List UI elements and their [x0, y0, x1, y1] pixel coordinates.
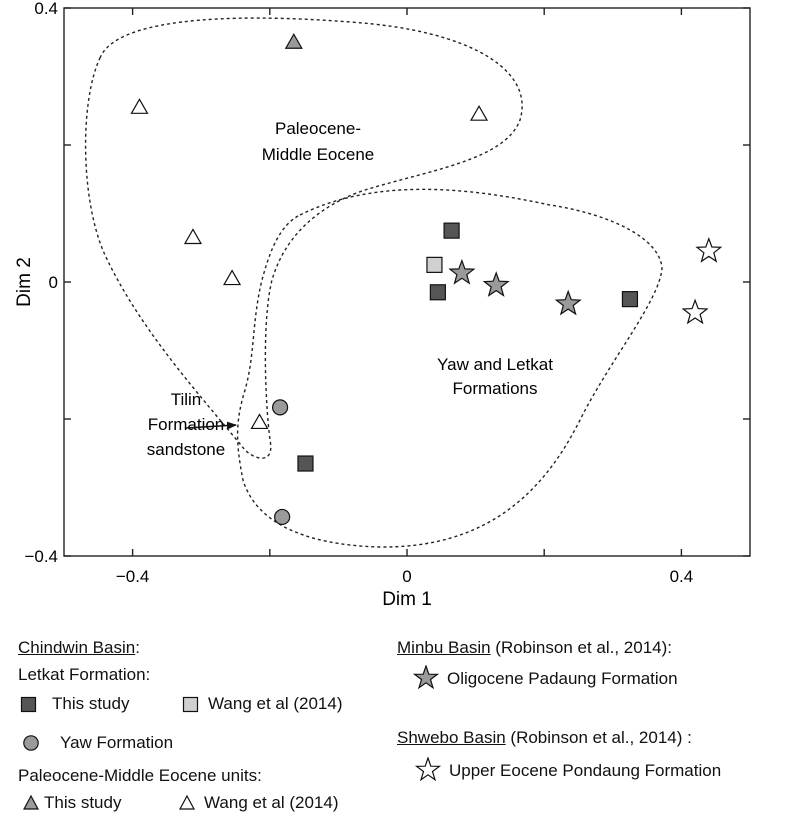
annotation-paleocene-line-1: Paleocene-	[275, 119, 361, 138]
legend-shwebo-title: Shwebo Basin (Robinson et al., 2014) :	[397, 728, 692, 748]
paleocene-region-outline	[84, 17, 523, 459]
y-tick-label: −0.4	[24, 547, 58, 566]
shwebo-basin-label: Shwebo Basin	[397, 728, 506, 747]
point-yaw	[271, 399, 289, 416]
legend-chindwin-title: Chindwin Basin:	[18, 638, 140, 658]
annotation-yaw-line-2: Formations	[452, 379, 537, 398]
legend-open-triangle-icon	[178, 794, 196, 810]
plot-frame	[63, 7, 751, 557]
chindwin-basin-label: Chindwin Basin	[18, 638, 136, 657]
annotation-tilin-line-2: Formation	[148, 415, 225, 434]
point-letkat-this	[621, 291, 639, 308]
point-paleo-wang	[223, 269, 242, 286]
point-letkat-this	[297, 455, 314, 472]
point-minbu	[482, 271, 510, 297]
legend-open-star-icon	[415, 757, 441, 782]
annotation-yaw-line-1: Yaw and Letkat	[437, 355, 553, 374]
point-minbu	[448, 258, 476, 285]
legend-shwebo-formation: Upper Eocene Pondaung Formation	[449, 761, 722, 780]
minbu-reference: (Robinson et al., 2014):	[490, 638, 673, 657]
x-axis-label: Dim 1	[382, 589, 432, 610]
annotation-paleocene-line-2: Middle Eocene	[262, 145, 374, 164]
point-paleo-wang	[250, 413, 269, 430]
legend-yaw-formation: Yaw Formation	[60, 733, 174, 752]
point-letkat-this	[443, 222, 460, 239]
legend-minbu-title: Minbu Basin (Robinson et al., 2014):	[397, 638, 672, 658]
legend-letkat-wang: Wang et al (2014)	[208, 694, 343, 713]
minbu-basin-label: Minbu Basin	[397, 638, 491, 657]
y-tick-label: 0.4	[34, 0, 58, 18]
point-minbu	[554, 289, 582, 316]
legend-letkat-formation: Letkat Formation:	[18, 665, 151, 684]
chindwin-colon: :	[135, 638, 140, 657]
legend-grey-triangle-icon	[22, 794, 40, 810]
annotation-tilin-line-1: Tilin	[171, 390, 202, 409]
legend-letkat-this-study: This study	[52, 694, 130, 713]
x-tick-label: 0	[402, 567, 411, 586]
tick-labels: −0.4 0 0.4 −0.4 0 0.4	[24, 0, 693, 586]
data-points	[130, 33, 723, 526]
annotation-tilin-line-3: sandstone	[147, 440, 225, 459]
y-tick-label: 0	[49, 273, 58, 292]
x-tick-label: 0.4	[670, 567, 694, 586]
point-paleo-wang	[469, 104, 489, 121]
point-letkat-wang	[426, 256, 443, 273]
shwebo-reference: (Robinson et al., 2014) :	[505, 728, 692, 747]
legend-grey-star-icon	[413, 665, 439, 690]
y-axis-label: Dim 2	[14, 257, 35, 307]
legend-minbu-formation: Oligocene Padaung Formation	[447, 669, 678, 688]
axis-ticks	[64, 7, 750, 557]
point-paleo-this	[284, 33, 303, 49]
x-tick-label: −0.4	[116, 567, 150, 586]
point-shwebo	[695, 236, 723, 263]
point-shwebo	[681, 298, 709, 325]
point-paleo-wang	[130, 98, 149, 114]
legend-light-square-icon	[182, 696, 199, 713]
point-paleo-wang	[183, 228, 203, 245]
point-yaw	[274, 508, 291, 526]
legend-paleo-this-study: This study	[44, 793, 122, 812]
point-letkat-this	[429, 284, 446, 301]
tilin-arrow	[185, 421, 237, 430]
legend-paleo-units: Paleocene-Middle Eocene units:	[18, 766, 262, 785]
legend-circle-icon	[23, 735, 39, 751]
legend-paleo-wang: Wang et al (2014)	[204, 793, 339, 812]
legend-dark-square-icon	[20, 696, 37, 713]
